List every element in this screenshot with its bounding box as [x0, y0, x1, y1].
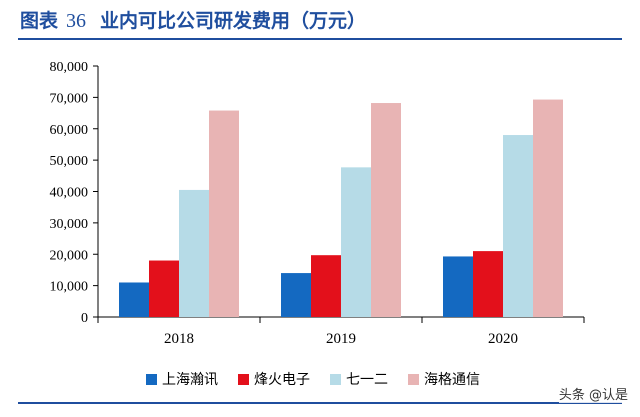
figure-number: 36	[66, 10, 87, 32]
bar-1-2018	[119, 282, 149, 317]
top-rule	[18, 38, 622, 40]
y-tick-label: 10,000	[50, 280, 89, 295]
legend-label: 七一二	[346, 372, 388, 388]
legend-label: 烽火电子	[254, 372, 310, 388]
x-tick-label: 2018	[164, 331, 194, 347]
bar-2-2019	[311, 255, 341, 317]
y-tick-label: 70,000	[50, 91, 89, 106]
legend-swatch	[330, 373, 341, 385]
y-tick-label: 0	[81, 311, 88, 326]
bar-3-2019	[341, 167, 371, 317]
legend-item: 上海瀚讯	[146, 369, 218, 389]
x-tick-label: 2020	[488, 331, 518, 347]
bar-4-2020	[533, 99, 563, 317]
bar-3-2020	[503, 135, 533, 317]
legend-swatch	[408, 373, 419, 385]
legend-label: 海格通信	[424, 372, 480, 388]
x-tick-label: 2019	[326, 331, 356, 347]
bar-4-2018	[209, 110, 239, 318]
bar-4-2019	[371, 103, 401, 318]
y-tick-label: 40,000	[50, 186, 89, 201]
watermark: 头条 @认是	[558, 384, 628, 403]
chart-title: 图表 36 业内可比公司研发费用（万元）	[20, 6, 366, 33]
bar-2-2018	[149, 260, 179, 317]
legend-label: 上海瀚讯	[162, 372, 218, 388]
title-text: 业内可比公司研发费用（万元）	[100, 10, 367, 32]
y-tick-label: 50,000	[50, 154, 89, 169]
chart-legend: 上海瀚讯 烽火电子 七一二 海格通信	[146, 369, 480, 389]
bar-chart: 0 10,000 20,000 30,000 40,000 50,000 60,000 70,…	[50, 60, 585, 347]
y-tick-label: 60,000	[50, 123, 89, 138]
bar-1-2020	[443, 256, 473, 317]
legend-item: 烽火电子	[238, 369, 310, 389]
bar-1-2019	[281, 273, 311, 317]
legend-swatch	[238, 373, 249, 385]
legend-item: 七一二	[330, 369, 388, 389]
legend-item: 海格通信	[408, 369, 480, 389]
bottom-rule	[18, 402, 622, 404]
figure-label: 图表	[20, 10, 59, 32]
legend-swatch	[146, 373, 157, 385]
y-tick-label: 20,000	[50, 248, 89, 263]
bar-2-2020	[473, 251, 503, 317]
bar-3-2018	[179, 189, 209, 317]
y-tick-label: 30,000	[50, 217, 89, 232]
y-tick-label: 80,000	[50, 60, 89, 75]
